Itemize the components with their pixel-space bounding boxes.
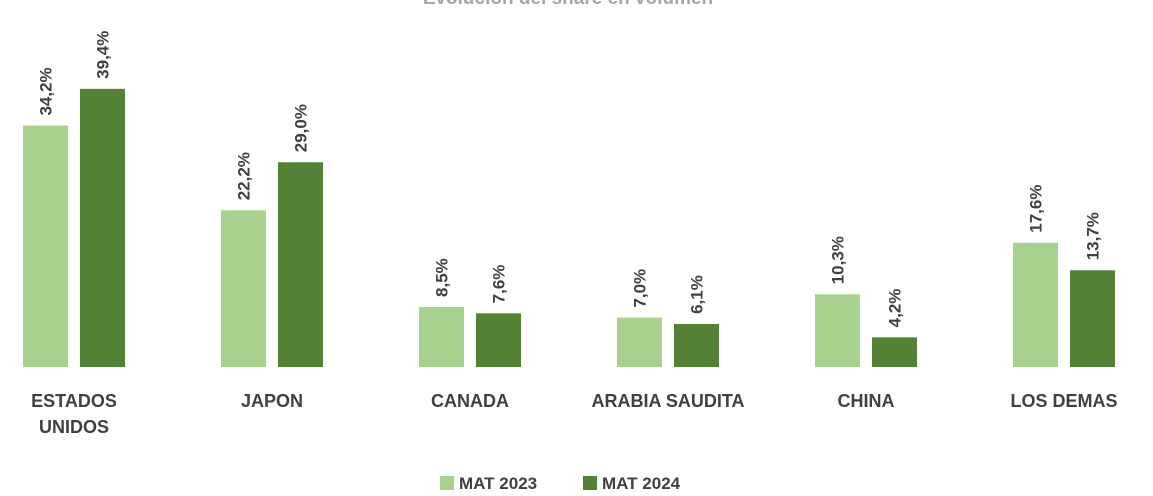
bar [1013, 242, 1058, 367]
data-label: 13,7% [1084, 212, 1103, 260]
x-tick-label: JAPON [240, 391, 303, 411]
bar [23, 125, 68, 367]
bar [872, 337, 917, 367]
legend-label: MAT 2023 [459, 474, 537, 493]
bar [419, 306, 464, 367]
data-label: 22,2% [235, 152, 254, 200]
bar [80, 88, 125, 367]
data-label: 6,1% [688, 275, 707, 314]
chart-title: Evolución del share en volumen [423, 0, 713, 9]
data-label: 7,6% [490, 265, 509, 304]
data-label: 29,0% [292, 104, 311, 152]
data-label: 10,3% [829, 236, 848, 284]
data-label: 7,0% [631, 269, 650, 308]
x-tick-label: CANADA [431, 391, 509, 411]
bar [617, 317, 662, 367]
data-label: 17,6% [1027, 185, 1046, 233]
x-tick-label: CHINA [837, 391, 895, 411]
legend-swatch [440, 476, 454, 490]
bar [674, 323, 719, 367]
legend-swatch [583, 476, 597, 490]
x-tick-label: ESTADOS UNIDOS [31, 391, 117, 437]
x-tick-label: LOS DEMAS [1010, 391, 1118, 411]
data-label: 8,5% [433, 258, 452, 297]
data-label: 39,4% [94, 31, 113, 79]
legend-label: MAT 2024 [602, 474, 681, 493]
data-label: 34,2% [37, 67, 56, 115]
data-label: 4,2% [886, 289, 905, 328]
x-tick-label: ARABIA SAUDITA [591, 391, 745, 411]
bar [476, 313, 521, 367]
bar [815, 294, 860, 367]
bar [278, 162, 323, 367]
bar [221, 210, 266, 367]
bar [1070, 270, 1115, 367]
